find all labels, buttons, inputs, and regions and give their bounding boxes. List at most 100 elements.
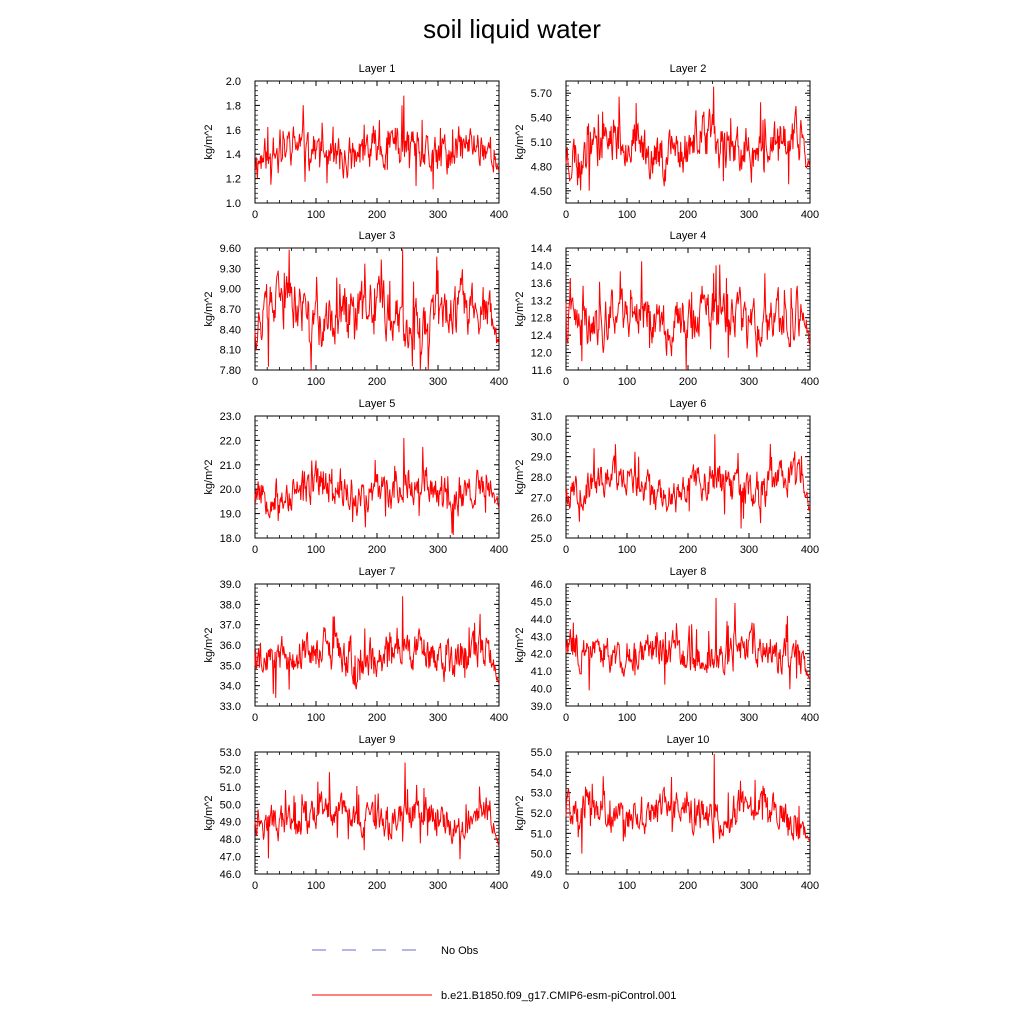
panel-9-xtick-label: 100: [307, 880, 325, 892]
panel-5-ytick-label: 21.0: [220, 460, 241, 472]
panel-4-xtick-label: 400: [801, 376, 819, 388]
panel-7-ytick-label: 37.0: [220, 620, 241, 632]
panel-5-title: Layer 5: [359, 398, 396, 410]
panel-2-title: Layer 2: [670, 63, 707, 75]
panel-2-ytick-label: 5.10: [531, 137, 552, 149]
panel-10-ytick-label: 51.0: [531, 828, 552, 840]
panel-9-title: Layer 9: [359, 734, 396, 746]
panel-7-ytick-label: 38.0: [220, 599, 241, 611]
panel-1-xtick-label: 100: [307, 209, 325, 221]
panel-2-series-line: [565, 86, 811, 191]
panel-9-xtick-label: 400: [490, 880, 508, 892]
panel-3-xtick-label: 300: [429, 376, 447, 388]
panel-5-xtick-label: 300: [429, 544, 447, 556]
panel-5-xtick-label: 200: [368, 544, 386, 556]
panel-4-xtick-label: 0: [563, 376, 569, 388]
panel-1-frame: [254, 80, 500, 204]
panel-10-ytick-label: 49.0: [531, 869, 552, 881]
panel-6-ytick-label: 29.0: [531, 452, 552, 464]
panel-8-ytick-label: 42.0: [531, 649, 552, 661]
panel-7-title: Layer 7: [359, 566, 396, 578]
panel-6-xtick-label: 100: [618, 544, 636, 556]
panel-1-title: Layer 1: [359, 63, 396, 75]
panel-9-xtick-label: 300: [429, 880, 447, 892]
panel-10-ytick-label: 54.0: [531, 767, 552, 779]
panel-1-ytick-label: 1.0: [226, 198, 241, 210]
panel-1-ytick-label: 1.6: [226, 125, 241, 137]
panel-3-ytick-label: 8.40: [220, 324, 241, 336]
panel-4-series-line: [565, 261, 811, 371]
panel-5-ytick-label: 23.0: [220, 411, 241, 423]
panel-1-xtick-label: 300: [429, 209, 447, 221]
panel-8-xtick-label: 300: [740, 712, 758, 724]
panel-6-ytick-label: 30.0: [531, 431, 552, 443]
panel-3-series-line: [254, 249, 500, 371]
panel-3-ytick-label: 8.70: [220, 304, 241, 316]
panel-2-xtick-label: 400: [801, 209, 819, 221]
panel-3-xtick-label: 400: [490, 376, 508, 388]
panel-1-ytick-label: 1.8: [226, 100, 241, 112]
panel-7-series-line: [254, 596, 500, 698]
panel-2-xtick-label: 200: [679, 209, 697, 221]
panel-3-ytick-label: 7.80: [220, 365, 241, 377]
panel-8-xtick-label: 200: [679, 712, 697, 724]
panel-2-xtick-label: 300: [740, 209, 758, 221]
panel-1-ylabel: kg/m^2: [203, 124, 215, 159]
panel-9-ytick-label: 52.0: [220, 764, 241, 776]
panel-4-ytick-label: 11.6: [531, 365, 552, 377]
panel-2-xtick-label: 100: [618, 209, 636, 221]
panel-7-xtick-label: 300: [429, 712, 447, 724]
panel-2-xtick-label: 0: [563, 209, 569, 221]
panel-1-ytick-label: 1.4: [226, 149, 241, 161]
panel-10-xtick-label: 400: [801, 880, 819, 892]
panel-6-ylabel: kg/m^2: [514, 459, 526, 494]
panel-6-ytick-label: 25.0: [531, 533, 552, 545]
panel-5-xtick-label: 100: [307, 544, 325, 556]
panel-7-ylabel: kg/m^2: [203, 627, 215, 662]
panel-7-xtick-label: 100: [307, 712, 325, 724]
panel-5-xtick-label: 0: [252, 544, 258, 556]
panel-8-ylabel: kg/m^2: [514, 627, 526, 662]
panel-9-series-line: [254, 762, 500, 860]
panel-3-frame: [254, 247, 500, 371]
panel-4-ytick-label: 12.0: [531, 348, 552, 360]
panel-7-ytick-label: 36.0: [220, 640, 241, 652]
panel-4-xtick-label: 100: [618, 376, 636, 388]
panel-7-ytick-label: 34.0: [220, 681, 241, 693]
panel-6-title: Layer 6: [670, 398, 707, 410]
panel-5-ytick-label: 22.0: [220, 435, 241, 447]
panel-9-ytick-label: 48.0: [220, 834, 241, 846]
panel-4-xtick-label: 200: [679, 376, 697, 388]
panel-5-xtick-label: 400: [490, 544, 508, 556]
panel-3-ytick-label: 9.30: [220, 263, 241, 275]
panel-1-ytick-label: 2.0: [226, 76, 241, 88]
panel-1-xtick-label: 0: [252, 209, 258, 221]
panel-7-xtick-label: 400: [490, 712, 508, 724]
panel-4-title: Layer 4: [670, 230, 707, 242]
panel-10-xtick-label: 300: [740, 880, 758, 892]
panel-3-xtick-label: 100: [307, 376, 325, 388]
panel-10-frame: [565, 751, 811, 875]
panel-6-ytick-label: 26.0: [531, 513, 552, 525]
panel-5-ylabel: kg/m^2: [203, 459, 215, 494]
panel-8-ytick-label: 39.0: [531, 701, 552, 713]
panel-6-ytick-label: 27.0: [531, 492, 552, 504]
panel-10-xtick-label: 200: [679, 880, 697, 892]
panel-6-xtick-label: 0: [563, 544, 569, 556]
panel-8-ytick-label: 45.0: [531, 596, 552, 608]
panel-10-xtick-label: 0: [563, 880, 569, 892]
panel-8-ytick-label: 46.0: [531, 579, 552, 591]
panel-7-xtick-label: 200: [368, 712, 386, 724]
panel-4-xtick-label: 300: [740, 376, 758, 388]
panel-5-ytick-label: 18.0: [220, 533, 241, 545]
panel-4-ytick-label: 13.6: [531, 278, 552, 290]
panel-9-ytick-label: 50.0: [220, 799, 241, 811]
panel-9-ytick-label: 46.0: [220, 869, 241, 881]
panel-10-series-line: [565, 754, 811, 854]
legend-obs-label: No Obs: [441, 945, 479, 957]
panel-7-frame: [254, 583, 500, 707]
panel-6-xtick-label: 300: [740, 544, 758, 556]
page-title: soil liquid water: [423, 14, 601, 44]
panel-1-ytick-label: 1.2: [226, 174, 241, 186]
panel-4-frame: [565, 247, 811, 371]
